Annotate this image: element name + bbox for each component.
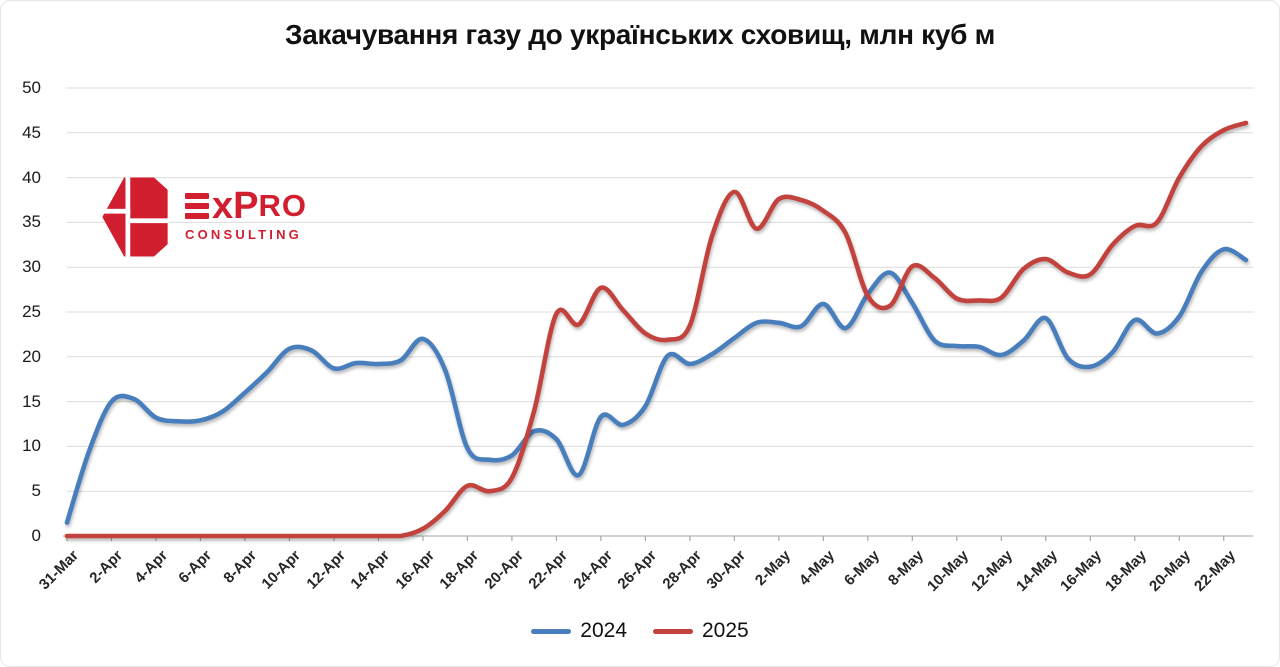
legend-item-2025: 2025 <box>653 619 749 643</box>
expro-brand-main: xP <box>212 185 259 227</box>
chart-legend: 2024 2025 <box>1 619 1279 643</box>
y-axis-label-20: 20 <box>22 346 41 366</box>
y-axis-label-5: 5 <box>31 481 41 501</box>
expro-logo: xP RO CONSULTING <box>101 173 307 261</box>
series-line-2024 <box>64 246 1249 525</box>
legend-label-2024: 2024 <box>580 619 627 642</box>
series-line-2025 <box>64 120 1249 539</box>
expro-brand-text: xP RO <box>185 185 307 227</box>
legend-swatch-2024 <box>531 628 572 634</box>
y-axis-label-40: 40 <box>22 167 41 187</box>
expro-e-bars-icon <box>185 191 209 221</box>
y-axis-label-35: 35 <box>22 212 41 232</box>
y-axis-label-30: 30 <box>22 257 41 277</box>
y-axis-label-25: 25 <box>22 302 41 321</box>
expro-hexagon-icon <box>101 173 169 261</box>
chart-title: Закачування газу до українських сховищ, … <box>284 19 996 50</box>
legend-swatch-2025 <box>653 628 693 634</box>
y-axis-label-15: 15 <box>22 391 41 411</box>
legend-item-2024: 2024 <box>531 619 627 643</box>
legend-label-2025: 2025 <box>702 619 749 642</box>
expro-wordmark: xP RO CONSULTING <box>185 173 307 242</box>
y-axis-label-10: 10 <box>22 436 41 456</box>
y-axis-label-50: 50 <box>22 78 41 97</box>
expro-brand-small: RO <box>258 188 307 223</box>
y-axis-label-0: 0 <box>31 526 41 545</box>
y-axis-label-45: 45 <box>22 122 41 142</box>
expro-consulting-text: CONSULTING <box>185 227 302 242</box>
